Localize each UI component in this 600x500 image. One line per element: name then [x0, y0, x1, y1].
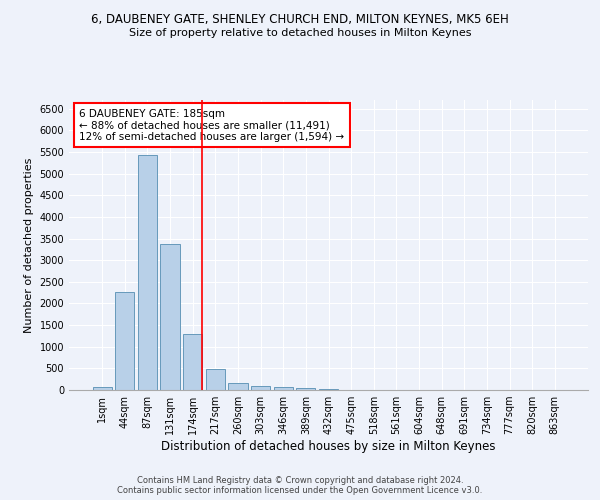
Bar [229, 384, 248, 390]
Bar [206, 369, 225, 390]
Text: 6 DAUBENEY GATE: 185sqm
← 88% of detached houses are smaller (11,491)
12% of sem: 6 DAUBENEY GATE: 185sqm ← 88% of detache… [79, 108, 344, 142]
Bar [296, 388, 316, 390]
X-axis label: Distribution of detached houses by size in Milton Keynes: Distribution of detached houses by size … [161, 440, 496, 453]
Text: Size of property relative to detached houses in Milton Keynes: Size of property relative to detached ho… [129, 28, 471, 38]
Bar [274, 387, 293, 390]
Bar [251, 386, 270, 390]
Text: Contains HM Land Registry data © Crown copyright and database right 2024.
Contai: Contains HM Land Registry data © Crown c… [118, 476, 482, 495]
Bar [115, 292, 134, 390]
Bar [160, 244, 180, 390]
Bar [92, 387, 112, 390]
Text: 6, DAUBENEY GATE, SHENLEY CHURCH END, MILTON KEYNES, MK5 6EH: 6, DAUBENEY GATE, SHENLEY CHURCH END, MI… [91, 12, 509, 26]
Bar [183, 334, 202, 390]
Bar [138, 156, 157, 390]
Y-axis label: Number of detached properties: Number of detached properties [24, 158, 34, 332]
